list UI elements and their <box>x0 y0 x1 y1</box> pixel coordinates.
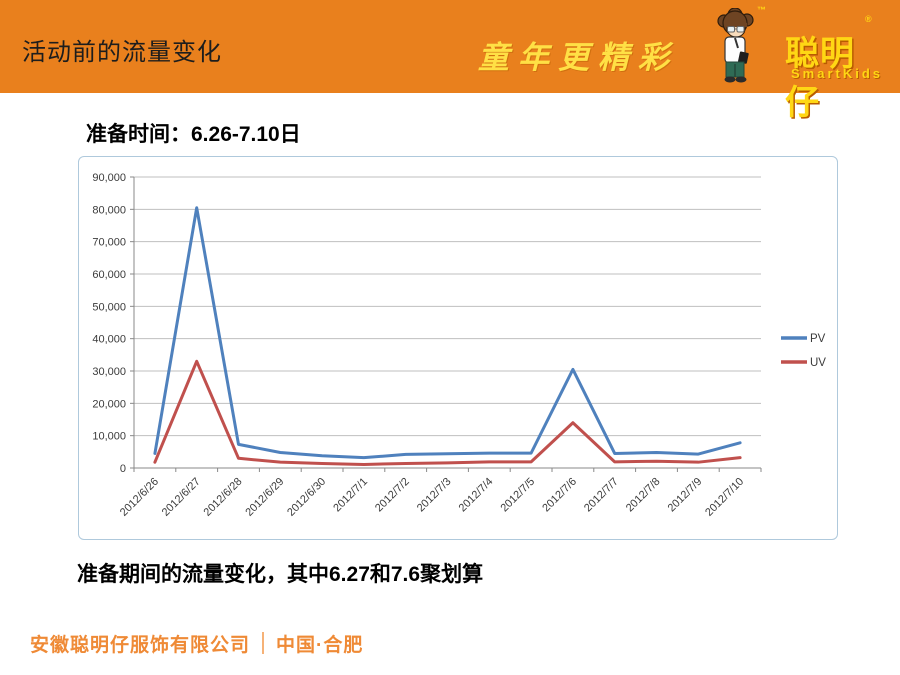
svg-text:70,000: 70,000 <box>92 237 126 249</box>
svg-text:50,000: 50,000 <box>92 301 126 313</box>
svg-text:90,000: 90,000 <box>92 172 126 184</box>
traffic-line-chart: 0 10,000 20,000 30,000 40,000 50,000 60,000 70,… <box>78 156 838 540</box>
svg-text:2012/7/4: 2012/7/4 <box>457 476 496 515</box>
svg-text:2012/7/6: 2012/7/6 <box>540 476 579 515</box>
svg-text:2012/7/7: 2012/7/7 <box>582 476 621 515</box>
svg-text:2012/6/30: 2012/6/30 <box>285 476 328 519</box>
brand-slogan: 童年更精彩 <box>478 40 678 76</box>
svg-text:2012/7/2: 2012/7/2 <box>373 476 412 515</box>
svg-text:2012/7/9: 2012/7/9 <box>666 476 705 515</box>
svg-text:10,000: 10,000 <box>92 431 126 443</box>
brand-name: 聪明仔 <box>785 35 855 122</box>
svg-text:2012/7/8: 2012/7/8 <box>624 476 663 515</box>
svg-text:2012/6/28: 2012/6/28 <box>202 476 245 519</box>
footer-divider <box>262 632 265 654</box>
svg-text:60,000: 60,000 <box>92 269 126 281</box>
svg-text:2012/7/1: 2012/7/1 <box>331 476 370 515</box>
svg-text:80,000: 80,000 <box>92 204 126 216</box>
svg-text:2012/7/5: 2012/7/5 <box>498 476 537 515</box>
header-bar: 活动前的流量变化 童年更精彩 <box>0 0 900 122</box>
svg-text:40,000: 40,000 <box>92 334 126 346</box>
preparation-period-label: 准备时间：6.26-7.10日 <box>86 123 301 146</box>
registered-symbol: ® <box>865 14 872 24</box>
svg-text:20,000: 20,000 <box>92 398 126 410</box>
page-title: 活动前的流量变化 <box>22 39 222 66</box>
svg-text:2012/7/3: 2012/7/3 <box>415 476 454 515</box>
chart-caption: 准备期间的流量变化，其中6.27和7.6聚划算 <box>77 563 484 586</box>
svg-text:UV: UV <box>810 357 826 369</box>
brand-subname: SmartKids <box>791 66 884 81</box>
svg-text:2012/6/27: 2012/6/27 <box>160 476 203 519</box>
company-name: 安徽聪明仔服饰有限公司 <box>30 634 251 656</box>
footer: 安徽聪明仔服饰有限公司 中国·合肥 <box>30 630 363 656</box>
svg-text:PV: PV <box>810 333 826 345</box>
svg-text:2012/6/29: 2012/6/29 <box>243 476 286 519</box>
svg-text:0: 0 <box>120 463 126 475</box>
smartkids-mascot-icon <box>710 7 762 95</box>
traffic-chart-svg: 0 10,000 20,000 30,000 40,000 50,000 60,000 70,… <box>92 172 826 519</box>
trademark-symbol: ™ <box>757 5 766 15</box>
brand-logo: ™ 聪明仔 ® SmartKids <box>705 2 885 122</box>
svg-text:30,000: 30,000 <box>92 366 126 378</box>
svg-text:2012/7/10: 2012/7/10 <box>703 476 746 519</box>
company-location: 中国·合肥 <box>276 634 364 656</box>
svg-text:2012/6/26: 2012/6/26 <box>118 476 161 519</box>
